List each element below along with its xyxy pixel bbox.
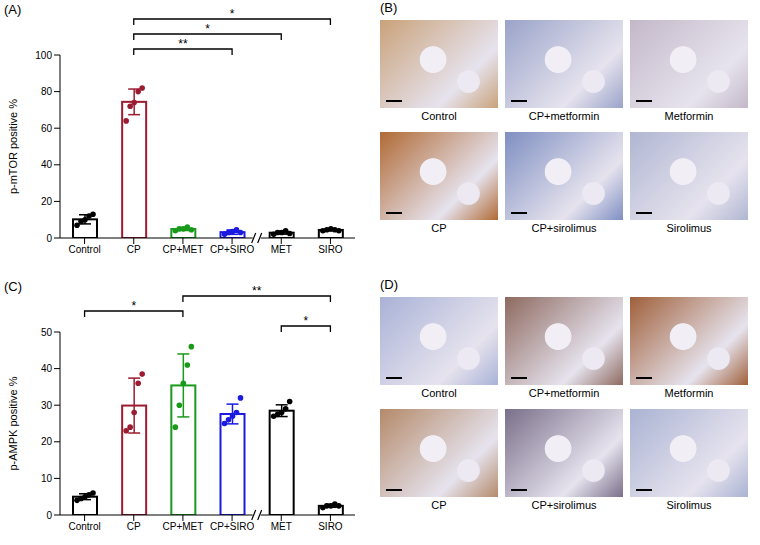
svg-text:40: 40: [41, 159, 53, 170]
svg-text:20: 20: [41, 196, 53, 207]
html-text:CP: CP: [431, 499, 447, 511]
svg-text:*: *: [230, 7, 235, 21]
svg-text:Control: Control: [68, 244, 100, 255]
svg-text:SIRO: SIRO: [318, 244, 343, 255]
svg-text:100: 100: [35, 50, 52, 61]
svg-text:0: 0: [46, 510, 52, 521]
html-text:CP+sirolimus: CP+sirolimus: [531, 222, 597, 234]
svg-text:CP+MET: CP+MET: [162, 521, 203, 532]
svg-text:CP+SIRO: CP+SIRO: [210, 521, 254, 532]
html-text:(B): (B): [380, 0, 398, 15]
svg-text:*: *: [131, 299, 136, 313]
html-text:Control: Control: [421, 387, 457, 399]
svg-text:CP: CP: [127, 521, 141, 532]
svg-text:CP: CP: [127, 244, 141, 255]
svg-text:30: 30: [41, 400, 53, 411]
svg-text:20: 20: [41, 436, 53, 447]
svg-text:40: 40: [41, 363, 53, 374]
svg-text:SIRO: SIRO: [318, 521, 343, 532]
svg-text:p-AMPK positive %: p-AMPK positive %: [7, 376, 19, 470]
svg-text:Control: Control: [68, 521, 100, 532]
svg-text:50: 50: [41, 327, 53, 338]
html-text:Metformin: Metformin: [664, 387, 714, 399]
svg-text:CP+SIRO: CP+SIRO: [210, 244, 254, 255]
svg-text:60: 60: [41, 123, 53, 134]
svg-text:10: 10: [41, 473, 53, 484]
svg-text:*: *: [205, 22, 210, 36]
html-text:CP+metformin: CP+metformin: [528, 110, 600, 122]
svg-text:(C): (C): [4, 279, 22, 294]
svg-text:*: *: [303, 314, 308, 328]
svg-text:**: **: [252, 284, 262, 298]
html-text:Metformin: Metformin: [664, 110, 714, 122]
html-text:CP+metformin: CP+metformin: [528, 387, 600, 399]
svg-text:0: 0: [46, 233, 52, 244]
html-text:CP: CP: [431, 222, 447, 234]
html-text:Sirolimus: Sirolimus: [666, 499, 712, 511]
svg-text:80: 80: [41, 86, 53, 97]
svg-text:(A): (A): [4, 2, 21, 17]
svg-text:**: **: [178, 37, 188, 51]
svg-text:MET: MET: [271, 244, 292, 255]
html-text:CP+sirolimus: CP+sirolimus: [531, 499, 597, 511]
html-text:(D): (D): [380, 277, 398, 292]
svg-text:p-mTOR positive %: p-mTOR positive %: [7, 99, 19, 194]
html-text:Control: Control: [421, 110, 457, 122]
html-text:Sirolimus: Sirolimus: [666, 222, 712, 234]
svg-text:CP+MET: CP+MET: [162, 244, 203, 255]
svg-text:MET: MET: [271, 521, 292, 532]
